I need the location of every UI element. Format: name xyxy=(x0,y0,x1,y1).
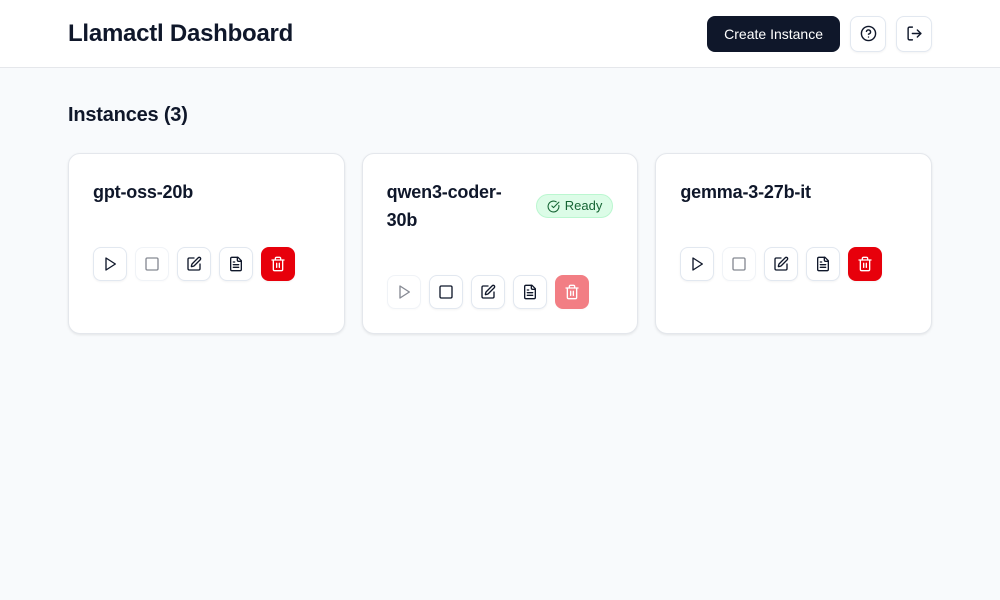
file-text-icon xyxy=(817,256,830,272)
header-actions: Create Instance xyxy=(707,15,932,52)
stop-icon xyxy=(145,257,159,271)
instances-heading: Instances (3) xyxy=(68,104,188,126)
create-instance-button[interactable]: Create Instance xyxy=(707,15,840,52)
trash-icon xyxy=(271,256,285,272)
view-logs-button[interactable] xyxy=(512,275,547,309)
edit-instance-button[interactable] xyxy=(177,247,211,281)
stop-instance-button[interactable] xyxy=(428,275,463,309)
instances-grid: gpt-oss-20b xyxy=(68,153,932,334)
edit-instance-button[interactable] xyxy=(764,247,799,281)
instance-actions xyxy=(680,247,907,281)
page-title: Llamactl Dashboard xyxy=(68,19,294,47)
edit-icon xyxy=(480,284,495,299)
instance-name: qwen3-coder-30b xyxy=(386,182,502,230)
check-circle-icon xyxy=(547,200,560,212)
instance-card-header: gemma-3-27b-it xyxy=(680,178,907,206)
instance-card: gpt-oss-20b xyxy=(68,153,345,334)
trash-icon xyxy=(858,256,872,272)
edit-instance-button[interactable] xyxy=(470,275,505,309)
help-button[interactable] xyxy=(850,15,886,52)
instance-name: gemma-3-27b-it xyxy=(680,182,811,202)
status-badge: Ready xyxy=(535,194,614,218)
delete-instance-button[interactable] xyxy=(848,247,883,281)
play-icon xyxy=(692,257,704,271)
instance-card: gemma-3-27b-it xyxy=(655,153,932,334)
instance-card-header: gpt-oss-20b xyxy=(93,178,320,206)
view-logs-button[interactable] xyxy=(219,247,253,281)
instance-card: qwen3-coder-30b Ready xyxy=(361,153,639,334)
edit-icon xyxy=(774,256,789,271)
stop-icon xyxy=(438,285,453,299)
play-icon xyxy=(398,285,410,299)
stop-instance-button xyxy=(135,247,169,281)
help-icon xyxy=(860,25,876,42)
instance-card-header: qwen3-coder-30b Ready xyxy=(387,178,614,234)
view-logs-button[interactable] xyxy=(806,247,841,281)
delete-instance-button[interactable] xyxy=(261,247,295,281)
logout-button[interactable] xyxy=(896,15,932,52)
trash-icon xyxy=(564,284,579,300)
app-header: Llamactl Dashboard Create Instance xyxy=(0,0,1000,68)
stop-icon xyxy=(732,257,746,271)
edit-icon xyxy=(187,256,202,271)
instance-actions xyxy=(93,247,320,281)
start-instance-button[interactable] xyxy=(680,247,715,281)
start-instance-button xyxy=(386,275,421,309)
instance-actions xyxy=(386,275,614,309)
status-badge-label: Ready xyxy=(564,198,603,213)
stop-instance-button xyxy=(722,247,757,281)
delete-instance-button xyxy=(554,275,589,309)
main-content: Instances (3) gpt-oss-20b xyxy=(0,68,1000,334)
file-text-icon xyxy=(523,284,536,300)
start-instance-button[interactable] xyxy=(93,247,127,281)
instance-name: gpt-oss-20b xyxy=(93,182,194,202)
file-text-icon xyxy=(230,256,242,272)
logout-icon xyxy=(906,26,922,41)
play-icon xyxy=(105,257,116,271)
